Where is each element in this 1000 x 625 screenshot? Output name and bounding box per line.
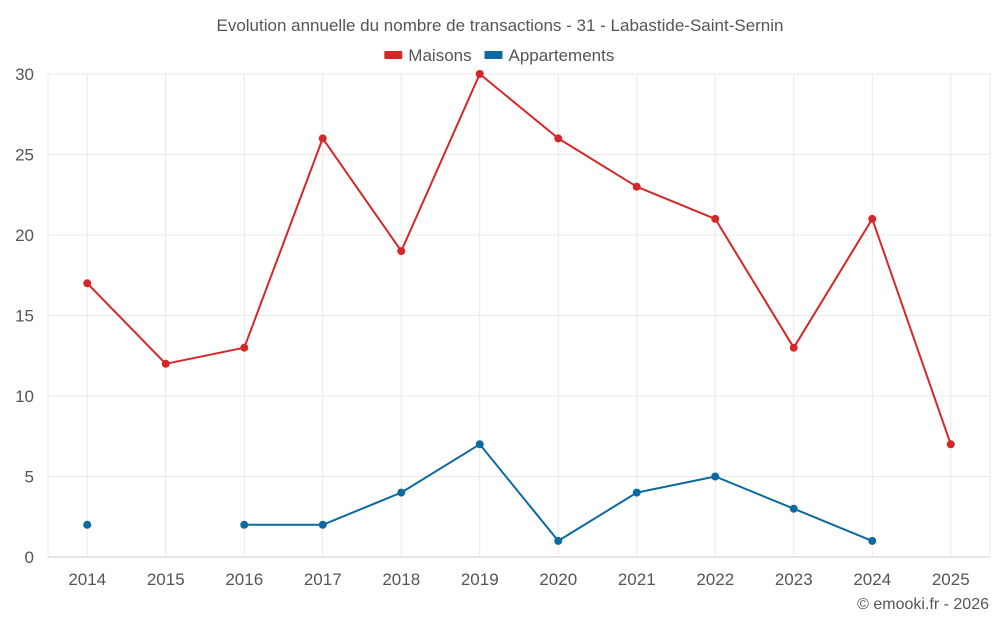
x-tick-label: 2018: [382, 570, 420, 589]
y-tick-label: 30: [15, 65, 34, 84]
data-point: [632, 488, 641, 497]
data-point: [554, 536, 563, 545]
x-tick-label: 2019: [461, 570, 499, 589]
x-tick-label: 2024: [853, 570, 891, 589]
data-point: [397, 488, 406, 497]
x-tick-label: 2021: [618, 570, 656, 589]
y-tick-label: 0: [25, 548, 34, 567]
data-point: [161, 359, 170, 368]
data-point: [789, 343, 798, 352]
data-point: [397, 247, 406, 256]
x-tick-label: 2023: [775, 570, 813, 589]
data-point: [946, 440, 955, 449]
y-tick-label: 10: [15, 387, 34, 406]
data-point: [632, 182, 641, 191]
series-line: [86, 73, 952, 445]
legend-label: Appartements: [509, 46, 615, 65]
legend-item-maisons: Maisons: [384, 46, 472, 65]
x-tick-label: 2020: [539, 570, 577, 589]
data-point: [240, 520, 249, 529]
x-tick-label: 2015: [147, 570, 185, 589]
grid: [47, 73, 991, 557]
data-point: [554, 134, 563, 143]
x-tick-label: 2025: [932, 570, 970, 589]
data-point: [868, 536, 877, 545]
data-point: [83, 520, 92, 529]
y-tick-label: 15: [15, 307, 34, 326]
series-maisons: [83, 70, 955, 449]
legend-label: Maisons: [408, 46, 471, 65]
x-tick-label: 2016: [225, 570, 263, 589]
legend-swatch: [484, 51, 503, 59]
x-tick-label: 2017: [304, 570, 342, 589]
legend: Maisons Appartements: [384, 46, 614, 65]
data-point: [318, 520, 327, 529]
series-layer: [83, 70, 955, 545]
series-appartements: [83, 440, 877, 545]
chart-title: Evolution annuelle du nombre de transact…: [216, 16, 783, 35]
data-point: [475, 70, 484, 78]
data-point: [83, 279, 92, 288]
data-point: [318, 134, 327, 143]
y-tick-label: 20: [15, 226, 34, 245]
legend-swatch: [384, 51, 403, 59]
y-tick-label: 25: [15, 146, 34, 165]
credit-text: © emooki.fr - 2026: [857, 596, 989, 613]
data-point: [240, 343, 249, 352]
y-tick-label: 5: [25, 468, 34, 487]
data-point: [711, 472, 720, 481]
data-point: [789, 504, 798, 513]
data-point: [475, 440, 484, 449]
data-point: [711, 214, 720, 223]
data-point: [868, 214, 877, 223]
x-tick-label: 2022: [696, 570, 734, 589]
legend-item-appartements: Appartements: [484, 46, 615, 65]
x-tick-label: 2014: [68, 570, 106, 589]
